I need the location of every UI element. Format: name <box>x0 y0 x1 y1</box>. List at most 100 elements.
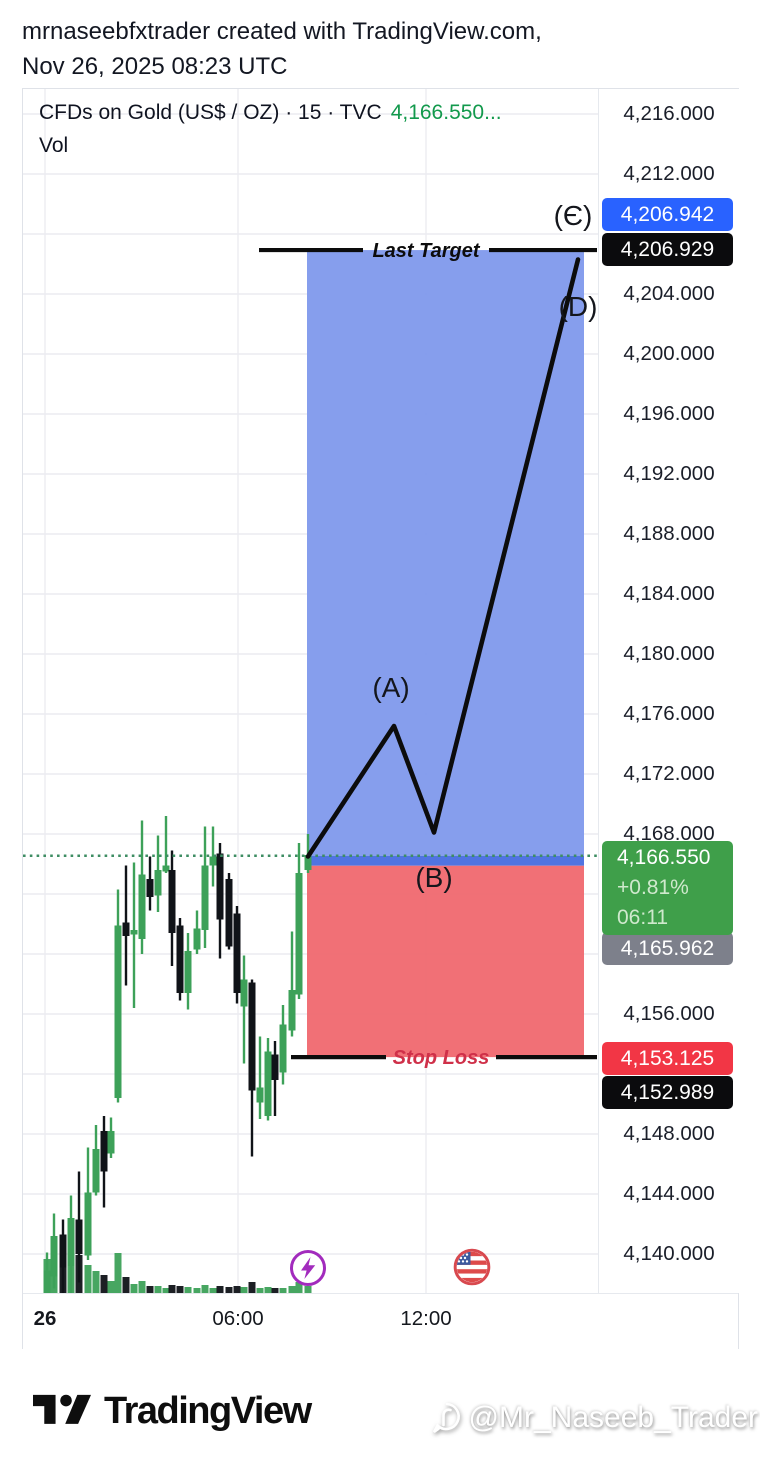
volume-bar <box>107 1281 115 1293</box>
price-tick-label: 4,212.000 <box>623 162 715 185</box>
volume-bar <box>233 1286 241 1293</box>
candle-down <box>75 1219 83 1254</box>
wave-label[interactable]: (Є) <box>554 200 593 231</box>
candle-up <box>256 1087 264 1103</box>
volume-bar <box>92 1271 100 1293</box>
legend-symbol-row[interactable]: CFDs on Gold (US$ / OZ) · 15 · TVC 4,166.… <box>39 101 502 125</box>
candle-up <box>114 925 122 1098</box>
volume-bar <box>209 1288 217 1293</box>
volume-bar <box>248 1282 256 1293</box>
bar-countdown: 06:11 <box>617 906 668 929</box>
price-tick-label: 4,180.000 <box>623 642 715 665</box>
volatility-event-icon[interactable] <box>288 1248 328 1288</box>
volume-bar <box>240 1287 248 1293</box>
candle-up <box>184 951 192 993</box>
chat-bubble-icon <box>432 1402 460 1434</box>
stop-line-label[interactable]: Stop Loss <box>393 1047 490 1069</box>
legend-volume-indicator[interactable]: Vol <box>39 134 69 157</box>
time-tick-label: 12:00 <box>400 1307 452 1330</box>
candle-down <box>233 913 241 993</box>
zigzag-projection-line[interactable] <box>305 257 581 859</box>
price-tick-label: 4,140.000 <box>623 1242 715 1265</box>
volume-bar <box>114 1253 122 1293</box>
price-tick-label: 4,172.000 <box>623 762 715 785</box>
volume-bar <box>138 1281 146 1293</box>
candle-down <box>168 870 176 933</box>
price-tick-label: 4,156.000 <box>623 1002 715 1025</box>
candle-up <box>288 990 296 1031</box>
price-badge: 4,206.929 <box>602 233 733 266</box>
target-line-label[interactable]: Last Target <box>372 240 480 262</box>
candle-up <box>264 1051 272 1116</box>
price-tick-label: 4,196.000 <box>623 402 715 425</box>
price-chart-canvas[interactable]: Last Target Stop Loss (A) (B) (D) (Є) <box>23 89 598 1293</box>
time-scale[interactable]: 26 06:00 12:00 <box>23 1293 738 1349</box>
wave-label[interactable]: (B) <box>415 862 452 893</box>
attribution-line2: Nov 26, 2025 08:23 UTC <box>22 53 288 80</box>
price-tick-label: 4,168.000 <box>623 822 715 845</box>
volume-bar <box>256 1288 264 1293</box>
volume-bar <box>225 1287 233 1293</box>
candle-up <box>92 1149 100 1193</box>
price-tick-label: 4,144.000 <box>623 1182 715 1205</box>
volume-bar <box>184 1287 192 1293</box>
candle-down <box>216 853 224 920</box>
volume-bar <box>176 1286 184 1293</box>
candle-down <box>122 922 130 936</box>
volume-bar <box>122 1277 130 1293</box>
attribution-line1: mrnaseebfxtrader created with TradingVie… <box>22 18 542 45</box>
legend-last-price: 4,166.550... <box>390 101 502 124</box>
candle-down <box>100 1131 108 1172</box>
candle-up <box>67 1218 75 1266</box>
watermark-text: @Mr_Naseeb_Trader <box>468 1401 758 1434</box>
candle-down <box>225 879 233 947</box>
price-tick-label: 4,192.000 <box>623 462 715 485</box>
candle-up <box>43 1270 51 1293</box>
chart-legend[interactable]: CFDs on Gold (US$ / OZ) · 15 · TVC 4,166.… <box>39 101 502 158</box>
candle-down <box>176 925 184 993</box>
candle-up <box>130 930 138 935</box>
tradingview-logo-icon <box>33 1394 91 1424</box>
candle-up <box>162 865 170 872</box>
candle-up <box>84 1192 92 1256</box>
volume-bar <box>130 1284 138 1293</box>
candle-up <box>295 873 303 995</box>
candle-up <box>193 928 201 950</box>
tradingview-logo-text: TradingView <box>104 1389 312 1432</box>
volume-bar <box>100 1275 108 1293</box>
price-change-percent: +0.81% <box>617 876 689 899</box>
time-tick-label: 26 <box>33 1307 57 1330</box>
us-flag-event-icon[interactable] <box>452 1247 492 1287</box>
price-badge: 4,165.962 <box>602 932 733 965</box>
candle-up <box>240 979 248 1007</box>
author-watermark: @Mr_Naseeb_Trader <box>429 1400 758 1436</box>
volume-bar <box>193 1288 201 1293</box>
candle-up <box>279 1024 287 1073</box>
time-tick-label: 06:00 <box>212 1307 264 1330</box>
price-tick-label: 4,204.000 <box>623 282 715 305</box>
price-tick-label: 4,176.000 <box>623 702 715 725</box>
current-price-badge: 4,166.550 +0.81% 06:11 <box>602 841 733 935</box>
wave-label[interactable]: (A) <box>372 672 409 703</box>
candle-down <box>146 879 154 897</box>
symbol-title[interactable]: CFDs on Gold (US$ / OZ) · 15 · TVC <box>39 101 382 124</box>
price-tick-label: 4,184.000 <box>623 582 715 605</box>
loss-zone[interactable] <box>307 865 584 1058</box>
volume-bar <box>201 1285 209 1293</box>
volume-bar <box>146 1286 154 1293</box>
price-scale[interactable]: 4,216.000 4,212.000 4,204.000 4,200.000 4,19… <box>598 89 739 1293</box>
tradingview-logo[interactable]: TradingView <box>33 1388 312 1434</box>
volume-bar <box>279 1288 287 1293</box>
candle-up <box>209 856 217 866</box>
volume-bar <box>84 1265 92 1293</box>
candle-up <box>138 874 146 939</box>
price-badge: 4,206.942 <box>602 198 733 231</box>
candle-down <box>248 982 256 1091</box>
entry-band[interactable] <box>307 855 584 866</box>
profit-zone[interactable] <box>307 250 584 856</box>
volume-bar <box>162 1288 170 1293</box>
wave-label[interactable]: (D) <box>559 291 598 322</box>
candle-up <box>50 1236 58 1277</box>
volume-bar <box>154 1286 162 1293</box>
current-price-value: 4,166.550 <box>617 846 711 869</box>
